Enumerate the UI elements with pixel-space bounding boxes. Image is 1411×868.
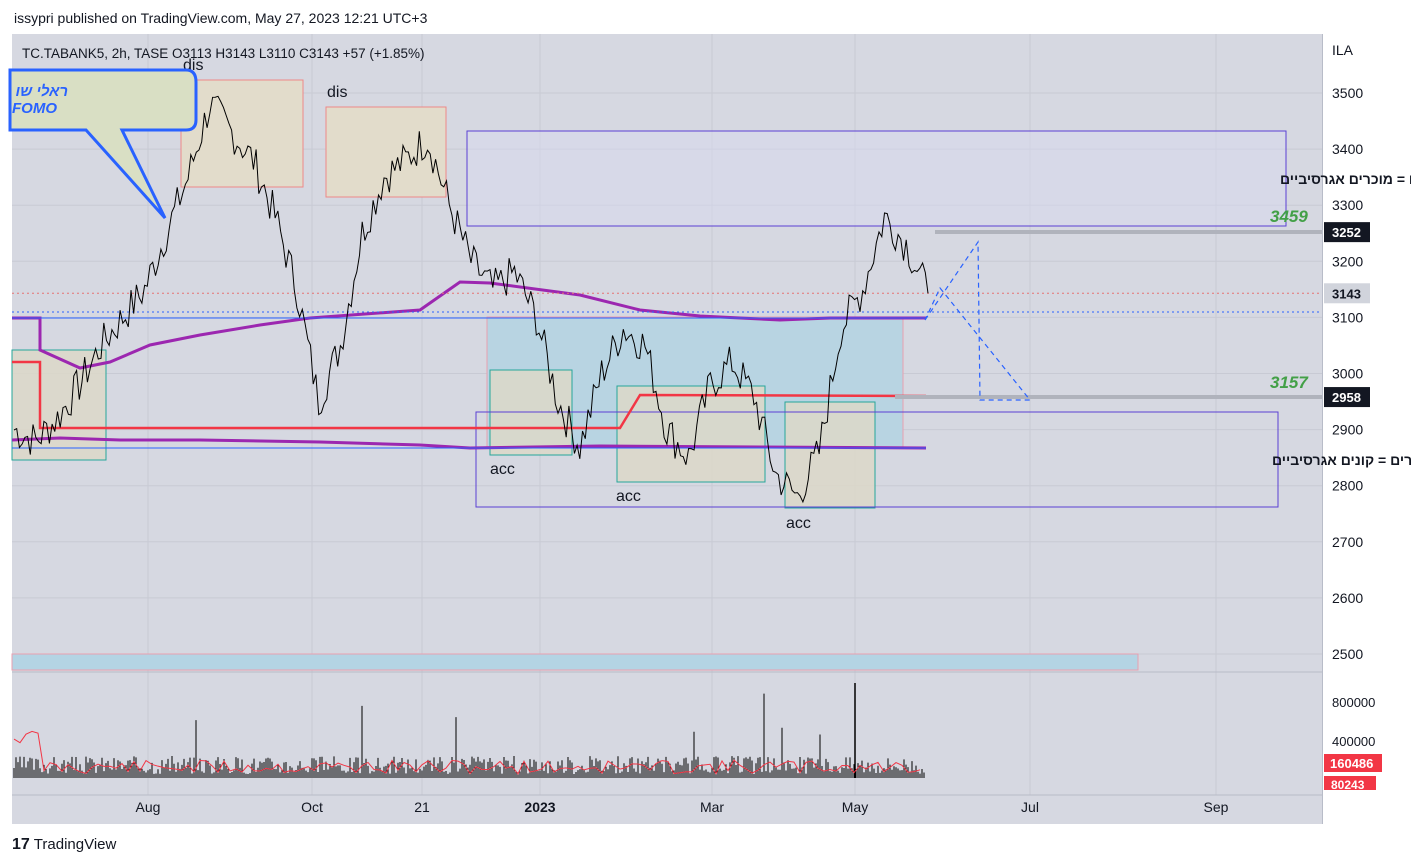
vwap-line-lower (11, 436, 927, 450)
price-tag: 3143 (1332, 286, 1361, 301)
symbol-ohlc-line: TC.TABANK5, 2h, TASE O3113 H3143 L3110 C… (22, 46, 425, 61)
y-tick-label: 3000 (1332, 366, 1363, 382)
volume-bars (13, 693, 925, 778)
price-line (13, 95, 929, 504)
y-tick-label: 2800 (1332, 478, 1363, 494)
price-tag: 2958 (1332, 390, 1361, 405)
dis-box-1 (180, 79, 304, 188)
price-axis[interactable] (1322, 34, 1399, 824)
callout-line2: FOMO (12, 100, 57, 117)
volume-tick-label: 400000 (1332, 734, 1375, 749)
y-tick-label: 2500 (1332, 646, 1363, 662)
label-acc3: acc (786, 515, 811, 532)
x-tick-label: Oct (301, 799, 323, 815)
label-acc1: acc (490, 461, 515, 478)
x-tick-label: 2023 (524, 799, 555, 815)
price-tag-bg (1324, 387, 1370, 408)
y-tick-label: 2600 (1332, 590, 1363, 606)
y-tick-label: 3200 (1332, 253, 1363, 269)
annotations: disdisaccaccaccחוסר עניין לקונים = מוכרי… (8, 57, 1411, 532)
tradingview-logo-icon: 17 (12, 836, 30, 853)
x-tick-label: Mar (700, 799, 724, 815)
bottom-box-text: חוסר עניין למוכרים = קונים אגרסיביים (1272, 452, 1411, 468)
publisher-line: issypri published on TradingView.com, Ma… (14, 10, 428, 26)
x-tick-label: Aug (136, 799, 161, 815)
volume-pane (12, 671, 1322, 778)
vol-tag2: 80243 (1331, 778, 1365, 792)
y-tick-label: 2700 (1332, 534, 1363, 550)
bottom-band (11, 653, 1139, 671)
vol-tag-bg2 (1324, 776, 1376, 790)
x-tick-label: 21 (414, 799, 430, 815)
indicator-lines (11, 230, 1322, 450)
y-tick-label: 3300 (1332, 197, 1363, 213)
vol-tag-bg (1324, 754, 1382, 772)
top-box-text: חוסר עניין לקונים = מוכרים אגרסיביים (1280, 171, 1411, 187)
price-tag-bg (1324, 222, 1370, 243)
fomo-callout (8, 68, 198, 220)
y-tick-label: 3400 (1332, 141, 1363, 157)
footer-brand: 17 TradingView (12, 836, 117, 853)
volume-tick-label: 800000 (1332, 695, 1375, 710)
zones (11, 79, 1287, 671)
label-dis2: dis (327, 84, 347, 101)
label-acc2: acc (616, 488, 641, 505)
x-tick-label: May (842, 799, 868, 815)
axis-ticks: 3500 3400 3300 3200 3100 3000 2900 2800 2700 2600… (12, 42, 1382, 815)
level-3157: 3157 (1270, 373, 1309, 392)
top-interest-box (466, 130, 1287, 227)
volume-ma-line (13, 730, 921, 775)
x-tick-label: Jul (1021, 799, 1039, 815)
price-tag: 3252 (1332, 225, 1361, 240)
vol-tag: 160486 (1330, 756, 1373, 771)
callout-line1: ראלי שו (16, 83, 68, 100)
y-tick-label: 3500 (1332, 85, 1363, 101)
acc-box-2 (616, 385, 766, 483)
projection-path (924, 240, 1032, 401)
y-tick-label: 3100 (1332, 309, 1363, 325)
dis-box-2 (325, 106, 447, 198)
x-tick-label: Sep (1204, 799, 1229, 815)
price-tag-bg (1324, 283, 1370, 304)
price-series (13, 95, 929, 504)
currency-label: ILA (1332, 42, 1354, 58)
level-3459: 3459 (1270, 207, 1308, 226)
y-tick-label: 2900 (1332, 422, 1363, 438)
red-level-line (12, 360, 927, 430)
acc-box-3 (784, 401, 876, 509)
bottom-interest-box (475, 411, 1279, 508)
vwap-line-upper (12, 280, 926, 370)
